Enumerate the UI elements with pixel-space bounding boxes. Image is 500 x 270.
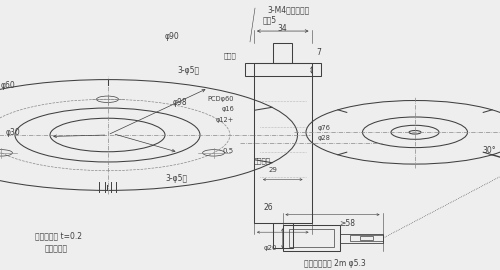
Text: 34: 34 <box>278 24 287 33</box>
Bar <box>254 63 312 223</box>
Bar <box>273 223 293 248</box>
Text: 29: 29 <box>268 167 277 173</box>
Bar <box>350 235 382 241</box>
Text: 3-φ5穴: 3-φ5穴 <box>165 174 187 183</box>
Text: ≥58: ≥58 <box>340 219 355 228</box>
Text: 7: 7 <box>316 48 322 57</box>
Text: φ20: φ20 <box>264 245 278 251</box>
Text: 回転軸: 回転軸 <box>224 52 236 59</box>
Text: 深サ5: 深サ5 <box>262 16 276 25</box>
Text: PCDφ60: PCDφ60 <box>208 96 234 102</box>
Text: 回転軸長: 回転軸長 <box>254 157 270 164</box>
Text: 3-φ5穴: 3-φ5穴 <box>178 66 200 75</box>
Bar <box>340 234 382 243</box>
Text: 取付補助板 t=0.2: 取付補助板 t=0.2 <box>35 232 82 241</box>
Bar <box>273 43 292 63</box>
Bar <box>245 63 320 76</box>
Text: 26: 26 <box>264 203 274 212</box>
Bar <box>282 225 340 251</box>
Text: φ16: φ16 <box>221 106 234 112</box>
Text: φ98: φ98 <box>172 98 187 107</box>
Text: 接続ケーブル 2m φ5.3: 接続ケーブル 2m φ5.3 <box>304 259 366 268</box>
Bar <box>360 237 372 240</box>
Text: φ30: φ30 <box>6 128 21 137</box>
Text: 0.5: 0.5 <box>223 148 234 154</box>
Text: 3-M4タップ等配: 3-M4タップ等配 <box>268 6 310 15</box>
Text: φ60: φ60 <box>1 80 16 90</box>
Text: φ28: φ28 <box>318 135 330 141</box>
Text: φ90: φ90 <box>165 32 180 41</box>
Text: （付属品）: （付属品） <box>45 244 68 254</box>
Text: 30°: 30° <box>482 146 496 154</box>
Text: φ76: φ76 <box>318 125 330 131</box>
Text: φ12+: φ12+ <box>216 117 234 123</box>
Bar <box>288 229 334 247</box>
